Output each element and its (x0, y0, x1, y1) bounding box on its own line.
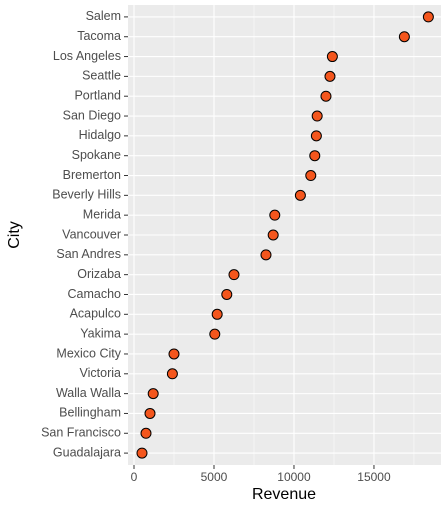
y-tick-label: Yakima (80, 326, 121, 340)
y-tick-label: Vancouver (62, 227, 121, 241)
y-tick-label: Victoria (80, 366, 122, 380)
y-tick-label: Acapulco (70, 307, 121, 321)
dot (168, 348, 180, 360)
dot (326, 51, 338, 63)
y-tick-label: Salem (86, 9, 121, 23)
dot (294, 189, 306, 201)
y-tick-label: San Diego (63, 108, 121, 122)
dot (305, 170, 317, 182)
dot (422, 11, 434, 23)
y-tick-label: Bremerton (63, 168, 121, 182)
x-tick-label: 10000 (277, 470, 311, 484)
y-tick-label: Los Angeles (53, 49, 121, 63)
dot (166, 368, 178, 380)
dot (228, 269, 240, 281)
y-tick-label: Bellingham (59, 406, 121, 420)
y-tick-label: Portland (74, 89, 121, 103)
dot (211, 308, 223, 320)
x-tick-label: 0 (131, 470, 138, 484)
dot (209, 328, 221, 340)
y-tick-label: Beverly Hills (52, 188, 121, 202)
x-tick-label: 5000 (201, 470, 228, 484)
dot (144, 407, 156, 419)
dot (311, 110, 323, 122)
dot (147, 388, 159, 400)
dot (260, 249, 272, 261)
x-tick-label: 15000 (357, 470, 391, 484)
dot (221, 288, 233, 300)
y-tick-label: Walla Walla (56, 386, 121, 400)
dot (267, 229, 279, 241)
y-axis-title: City (6, 221, 23, 249)
y-tick-label: Spokane (72, 148, 121, 162)
dot (398, 31, 410, 43)
y-tick-label: Guadalajara (53, 445, 121, 459)
y-tick-label: Camacho (68, 287, 122, 301)
dot (310, 130, 322, 142)
y-tick-label: Seattle (82, 69, 121, 83)
x-axis-title: Revenue (252, 486, 316, 503)
dot (324, 70, 336, 82)
y-tick-label: Mexico City (56, 346, 121, 360)
dot (136, 447, 148, 459)
y-tick-label: San Francisco (41, 426, 121, 440)
y-tick-label: Hidalgo (79, 128, 121, 142)
y-tick-label: Merida (83, 207, 121, 221)
y-tick-label: Orizaba (77, 267, 121, 281)
dot (309, 150, 321, 162)
dot (269, 209, 281, 221)
dot (320, 90, 332, 102)
y-tick-label: Tacoma (77, 29, 121, 43)
y-tick-label: San Andres (56, 247, 121, 261)
dot (140, 427, 152, 439)
